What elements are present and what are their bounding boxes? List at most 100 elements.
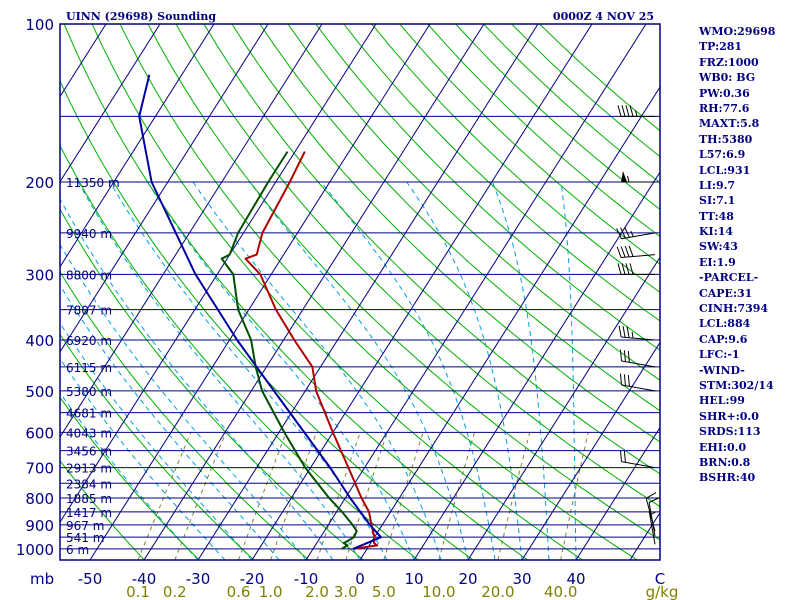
dry-adiabat (63, 24, 528, 560)
wind-barb (617, 105, 655, 117)
isotherm (197, 24, 539, 560)
wind-barb-shaft (645, 498, 656, 532)
index-item: SRDS:113 (699, 425, 761, 439)
index-item: STM:302/14 (699, 378, 774, 392)
height-label: 7807 m (66, 304, 112, 318)
dry-adiabat (371, 24, 660, 293)
index-item: LFC:-1 (699, 348, 740, 362)
wind-barb-pennant (621, 171, 627, 183)
moist-adiabat (406, 181, 523, 560)
pressure-tick-label: 500 (25, 383, 54, 401)
dry-adiabat (231, 24, 660, 443)
index-item: EHI:0.0 (699, 440, 747, 454)
pressure-tick-label: 100 (25, 16, 54, 34)
wind-barb-shaft (621, 360, 656, 368)
temperature-tick-label: 30 (512, 570, 531, 588)
height-label: 4681 m (66, 407, 112, 421)
temperature-tick-label: 0 (355, 570, 365, 588)
dry-adiabat (91, 24, 583, 560)
height-label: 2913 m (66, 462, 112, 476)
wind-barb-full-flag (621, 105, 626, 117)
index-item: LCL:931 (699, 163, 751, 177)
moist-adiabat (146, 181, 415, 560)
index-item: CAPE:31 (699, 286, 753, 300)
height-label: 3456 m (66, 445, 112, 459)
wind-barb-full-flag (648, 497, 660, 503)
dry-adiabat (399, 24, 660, 265)
wind-barb-full-flag (623, 450, 626, 463)
wind-barb-full-flag (625, 263, 630, 275)
wind-barb (617, 263, 655, 275)
wind-barb (619, 450, 656, 469)
pressure-tick-label: 900 (25, 517, 54, 535)
temperature-unit-label: C (655, 570, 665, 588)
dry-adiabat (60, 459, 145, 560)
wind-barb-shaft (621, 461, 656, 469)
index-item: SW:43 (699, 240, 738, 254)
isotherm (0, 24, 52, 560)
plot-frame (59, 23, 661, 561)
isotherm (359, 86, 660, 560)
index-item: RH:77.6 (699, 101, 750, 115)
index-item: TT:48 (699, 209, 734, 223)
wind-barb-shaft (621, 384, 656, 392)
isotherm (467, 256, 660, 560)
wind-barb (616, 245, 656, 259)
mixing-ratio-line (238, 432, 287, 560)
wind-barb-full-flag (625, 105, 630, 117)
wind-barb-half-flag (630, 230, 634, 237)
dewpoint-line (220, 151, 358, 550)
wind-barb-full-flag (619, 349, 623, 361)
wind-barb (621, 171, 655, 183)
dry-adiabat (147, 24, 660, 541)
index-item: SHR+:0.0 (699, 409, 759, 423)
dry-adiabat (60, 333, 255, 560)
moist-adiabat (192, 181, 442, 560)
wind-barb-shaft (621, 232, 656, 240)
index-item: WMO:29698 (699, 25, 776, 38)
index-item: TH:5380 (699, 132, 753, 146)
wind-barb-full-flag (628, 245, 634, 257)
mixing-ratio-line (137, 432, 192, 560)
height-label: 6115 m (66, 361, 112, 375)
wind-barb-shaft (621, 336, 656, 341)
index-item: MAXT:5.8 (699, 117, 760, 131)
index-item: CINH:7394 (699, 302, 769, 316)
wind-barbs (616, 105, 660, 545)
index-item: LCL:884 (699, 317, 751, 331)
wind-barb-full-flag (619, 450, 623, 462)
index-item: LI:9.7 (699, 178, 736, 192)
wind-barb-full-flag (629, 263, 634, 275)
dry-adiabat (259, 24, 660, 412)
height-label: 6 m (66, 543, 89, 557)
wind-barb-full-flag (617, 105, 622, 117)
mixing-ratio-label: 20.0 (481, 583, 514, 600)
index-item: FRZ:1000 (699, 55, 759, 69)
temperature-tick-label: -50 (78, 570, 103, 588)
indices-panel: WMO:29698 TP:281 FRZ:1000 WB0: BG PW:0.36 RH:… (699, 24, 799, 486)
temperature-tick-label: -20 (240, 570, 265, 588)
isotherm (60, 24, 215, 268)
mixing-ratio-line (438, 432, 475, 560)
mixing-ratio-unit-label: g/kg (646, 583, 679, 600)
mixing-ratio-label: 10.0 (422, 583, 455, 600)
pressure-tick-label: 700 (25, 460, 54, 478)
wind-barb-full-flag (627, 374, 630, 387)
dry-adiabat (287, 24, 660, 381)
wind-barb-half-flag (627, 175, 630, 183)
moist-adiabat (560, 181, 577, 560)
wind-barb (618, 325, 656, 341)
temperature-tick-label: 20 (458, 570, 477, 588)
pressure-unit-label: mb (30, 570, 54, 588)
isotherm (521, 341, 660, 560)
height-label: 967 m (66, 519, 104, 533)
index-item: BSHR:40 (699, 471, 756, 485)
wind-barb-full-flag (622, 326, 626, 338)
wind-barb-full-flag (617, 263, 622, 275)
wind-barb-full-flag (618, 325, 622, 338)
index-item: TP:281 (699, 40, 743, 54)
pressure-tick-label: 800 (25, 490, 54, 508)
wind-barb-full-flag (624, 226, 630, 238)
index-item: KI:14 (699, 225, 734, 239)
height-label: 2384 m (66, 477, 112, 491)
